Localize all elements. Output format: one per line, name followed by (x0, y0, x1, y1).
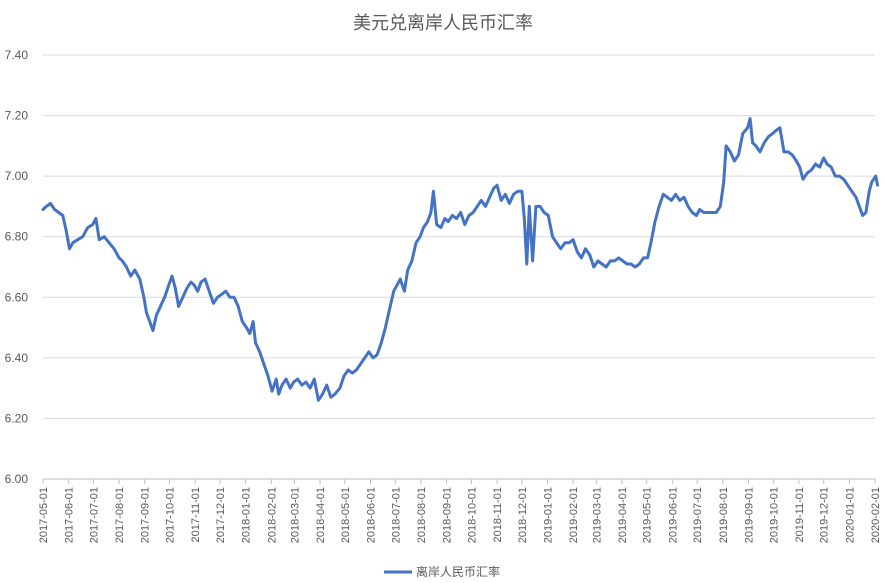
legend: 离岸人民币汇率 (384, 564, 500, 579)
x-tick-label: 2017-06-01 (64, 487, 76, 543)
x-tick-label: 2017-05-01 (38, 487, 50, 543)
y-tick-label: 6.60 (5, 290, 29, 304)
x-tick-label: 2018-06-01 (366, 487, 378, 543)
x-tick-label: 2017-10-01 (165, 487, 177, 543)
x-tick-label: 2019-06-01 (667, 487, 679, 543)
y-tick-label: 6.20 (5, 411, 29, 425)
y-tick-label: 6.80 (5, 230, 29, 244)
y-tick-label: 7.20 (5, 109, 29, 123)
series-layer (41, 117, 879, 402)
x-tick-label: 2019-08-01 (718, 487, 730, 543)
x-tick-label: 2019-09-01 (743, 487, 755, 543)
x-tick-label: 2020-01-01 (844, 487, 856, 543)
y-tick-label: 7.40 (5, 48, 29, 62)
x-tick-label: 2018-07-01 (390, 487, 402, 543)
y-tick-label: 6.40 (5, 351, 29, 365)
x-tick-label: 2019-10-01 (768, 487, 780, 543)
x-tick-label: 2019-11-01 (794, 487, 806, 542)
x-tick-label: 2019-02-01 (568, 487, 580, 543)
series-line (41, 117, 879, 402)
y-tick-label: 6.00 (5, 472, 29, 486)
x-tick-label: 2020-02-01 (870, 487, 882, 543)
x-tick-label: 2017-09-01 (140, 487, 152, 543)
y-tick-label: 7.00 (5, 169, 29, 183)
x-tick-label: 2017-11-01 (190, 487, 202, 542)
x-tick-label: 2018-03-01 (289, 487, 301, 543)
x-tick-label: 2018-04-01 (315, 487, 327, 543)
chart-title: 美元兑离岸人民币汇率 (353, 13, 533, 34)
x-axis-ticks: 2017-05-01 2017-06-01 2017-07-01 2017-08-01… (38, 479, 882, 543)
x-tick-label: 2018-01-01 (241, 487, 253, 543)
x-tick-label: 2018-02-01 (266, 487, 278, 543)
x-tick-label: 2019-01-01 (542, 487, 554, 543)
x-tick-label: 2018-12-01 (517, 487, 529, 543)
x-tick-label: 2017-12-01 (215, 487, 227, 543)
x-tick-label: 2018-08-01 (416, 487, 428, 543)
x-tick-label: 2019-05-01 (642, 487, 654, 543)
x-tick-label: 2017-08-01 (114, 487, 126, 543)
x-tick-label: 2019-12-01 (819, 487, 831, 543)
x-tick-label: 2019-07-01 (692, 487, 704, 543)
y-axis-ticks: 6.00 6.20 6.40 6.60 6.80 7.00 7.20 7.40 (5, 48, 29, 486)
x-tick-label: 2019-03-01 (591, 487, 603, 543)
x-tick-label: 2017-07-01 (88, 487, 100, 543)
x-tick-label: 2018-10-01 (466, 487, 478, 543)
x-tick-label: 2018-09-01 (442, 487, 454, 543)
x-tick-label: 2019-04-01 (617, 487, 629, 543)
legend-label: 离岸人民币汇率 (416, 564, 500, 579)
x-tick-label: 2018-11-01 (492, 487, 504, 542)
x-tick-label: 2018-05-01 (340, 487, 352, 543)
